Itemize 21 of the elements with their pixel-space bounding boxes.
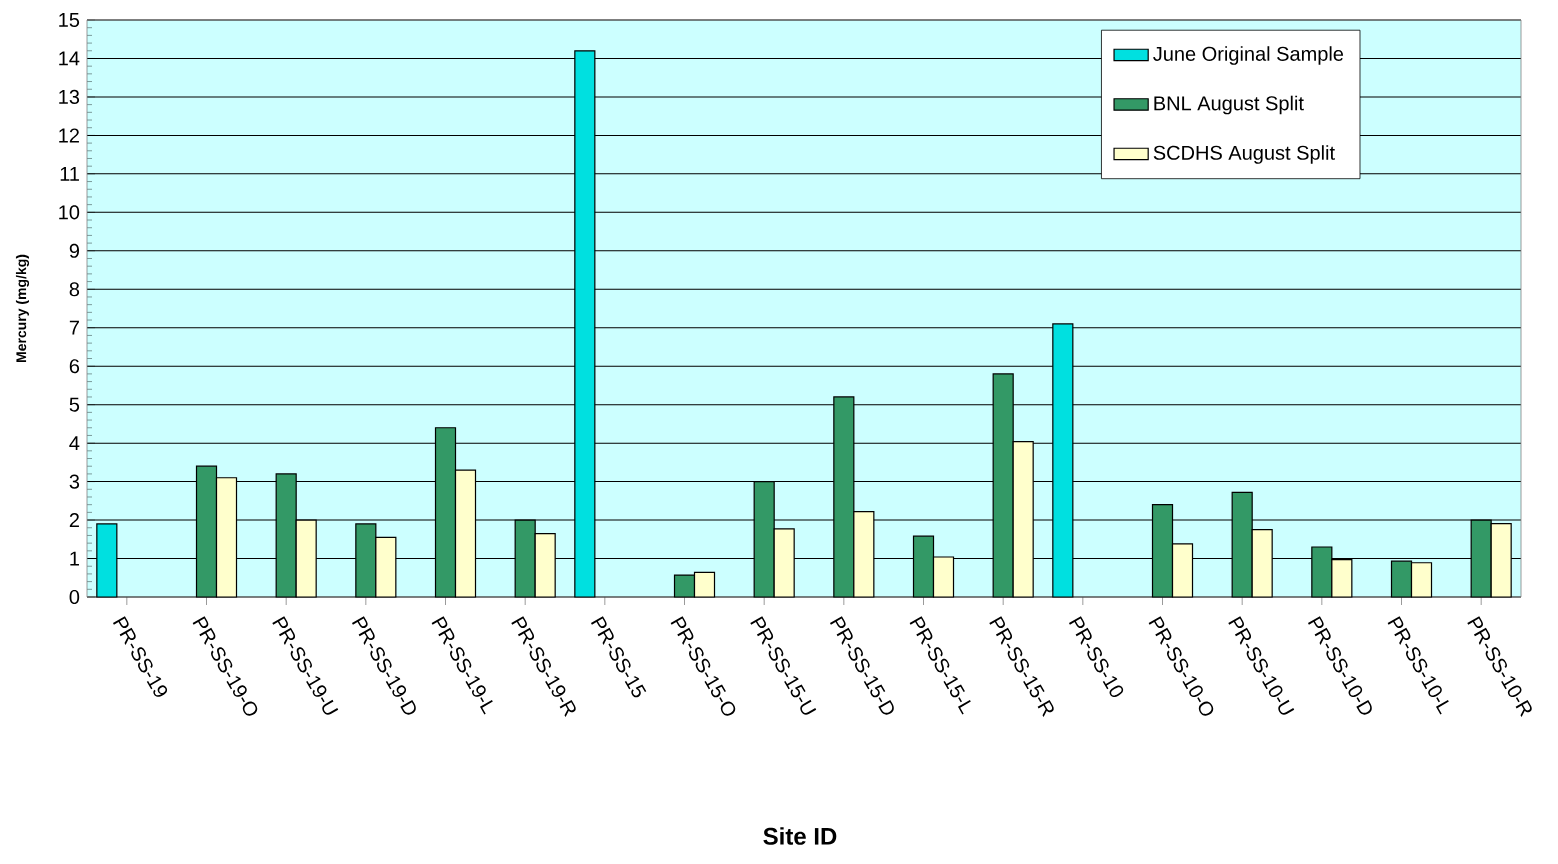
- y-tick-label: 5: [69, 397, 80, 412]
- y-tick-label: 6: [69, 359, 80, 374]
- y-tick-label: 12: [59, 128, 79, 143]
- x-axis-title: Site ID: [763, 827, 837, 845]
- y-tick-label: 10: [59, 205, 80, 220]
- legend-label: BNL August Split: [1154, 95, 1304, 115]
- y-tick-label: 11: [60, 166, 79, 181]
- legend-label: SCDHS August Split: [1153, 145, 1335, 164]
- y-tick-label: 7: [69, 320, 79, 335]
- y-tick-label: 13: [59, 89, 80, 105]
- legend-label: June Original Sample: [1153, 46, 1344, 65]
- y-tick-label: 14: [59, 51, 80, 66]
- y-tick-label: 2: [69, 513, 79, 528]
- y-tick-label: 1: [70, 551, 79, 566]
- y-tick-label: 15: [59, 13, 80, 27]
- y-tick-label: 3: [69, 474, 80, 489]
- y-axis-title: Mercury (mg/kg): [15, 254, 30, 363]
- y-tick-label: 8: [69, 282, 80, 297]
- y-tick-label: 0: [69, 589, 80, 605]
- y-tick-label: 4: [69, 436, 80, 451]
- y-tick-label: 9: [69, 243, 80, 258]
